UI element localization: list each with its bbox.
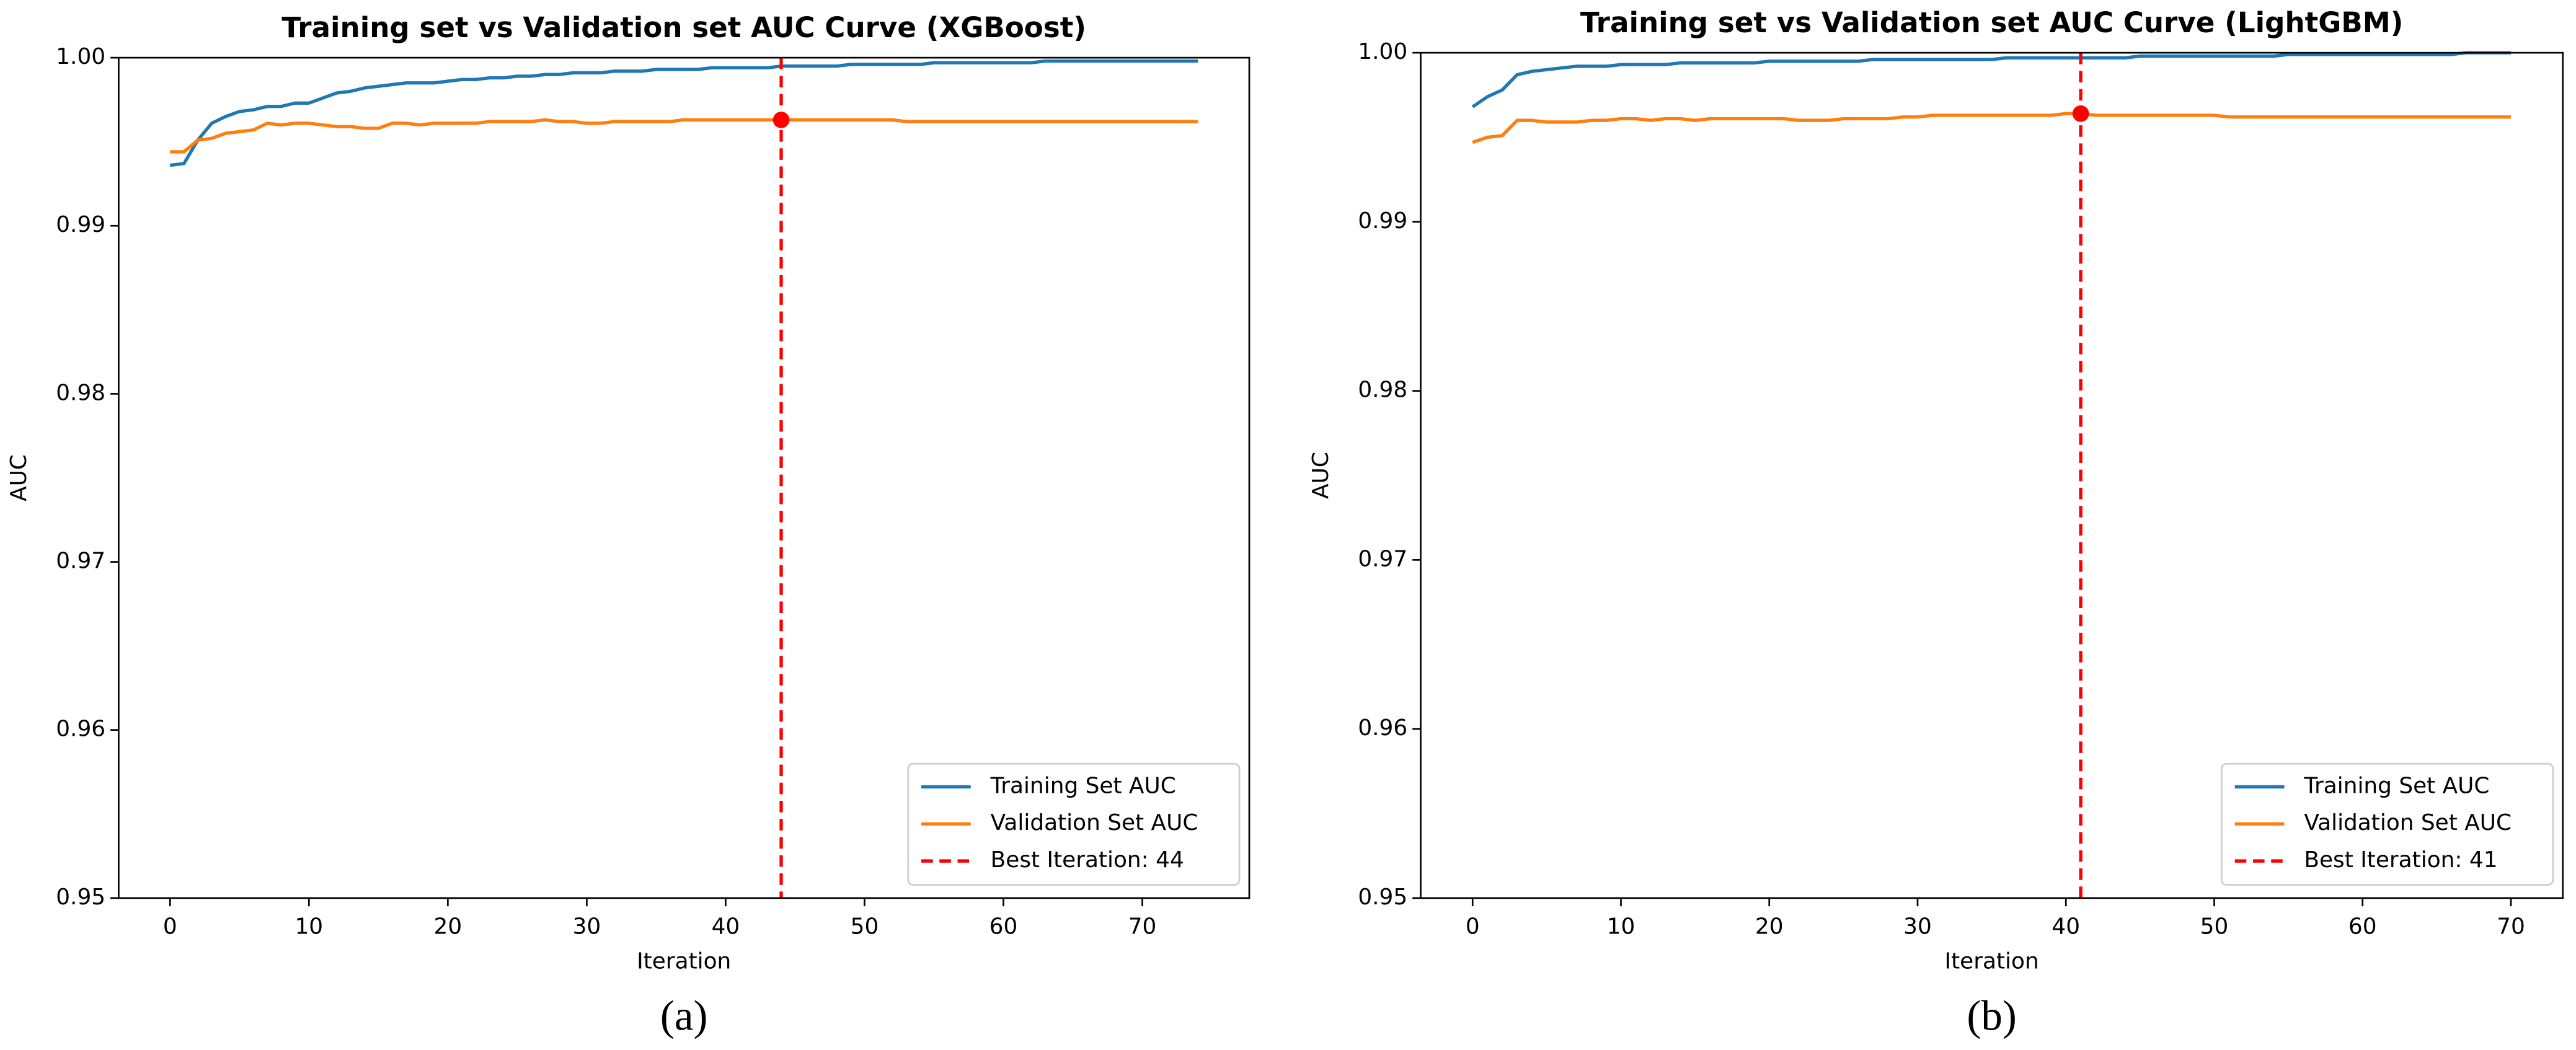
y-tick-label: 1.00 <box>1358 39 1407 64</box>
legend-box <box>907 762 1241 886</box>
data-line <box>1471 51 2511 108</box>
legend-label: Validation Set AUC <box>991 810 1198 836</box>
chart-panel: Training set vs Validation set AUC Curve… <box>1308 6 2564 1039</box>
data-line <box>1472 112 2511 144</box>
x-tick-label: 10 <box>294 914 323 940</box>
x-tick-label: 30 <box>573 914 601 940</box>
x-tick-label: 30 <box>1903 914 1932 940</box>
y-tick-label: 0.95 <box>1358 885 1407 910</box>
y-tick-label: 0.96 <box>1358 715 1407 741</box>
y-tick-label: 1.00 <box>56 44 105 69</box>
legend-label: Best Iteration: 41 <box>2304 847 2497 873</box>
x-tick-label: 50 <box>851 914 879 940</box>
x-tick-label: 10 <box>1607 914 1635 940</box>
best-iteration-marker <box>2072 105 2089 122</box>
chart-title: Training set vs Validation set AUC Curve… <box>281 11 1086 44</box>
x-tick-label: 60 <box>2348 914 2377 940</box>
x-tick-label: 20 <box>434 914 463 940</box>
x-tick-label: 0 <box>163 914 177 940</box>
y-tick-label: 0.98 <box>1358 377 1407 403</box>
x-axis-label: Iteration <box>637 949 731 974</box>
x-tick-label: 0 <box>1466 914 1480 940</box>
panel-caption: (a) <box>660 991 708 1039</box>
x-tick-label: 40 <box>712 914 740 940</box>
y-tick-label: 0.95 <box>56 885 105 910</box>
legend-label: Validation Set AUC <box>2304 810 2512 836</box>
y-tick-label: 0.97 <box>1358 546 1407 571</box>
legend-label: Best Iteration: 44 <box>991 847 1184 873</box>
x-tick-label: 70 <box>1128 914 1157 940</box>
y-axis-label: AUC <box>6 454 32 501</box>
x-tick-label: 70 <box>2497 914 2525 940</box>
y-tick-label: 0.97 <box>56 549 105 574</box>
chart-title: Training set vs Validation set AUC Curve… <box>1580 6 2404 39</box>
chart-panel: Training set vs Validation set AUC Curve… <box>6 11 1250 1039</box>
legend-label: Training Set AUC <box>2303 773 2489 798</box>
data-line <box>169 59 1198 167</box>
y-tick-label: 0.99 <box>1358 208 1407 234</box>
y-axis-label: AUC <box>1308 452 1334 499</box>
y-tick-label: 0.98 <box>56 380 105 405</box>
x-tick-label: 20 <box>1755 914 1784 940</box>
x-tick-label: 60 <box>989 914 1018 940</box>
x-tick-label: 40 <box>2052 914 2080 940</box>
data-line <box>170 118 1198 154</box>
plot-frame <box>1420 51 2564 899</box>
best-iteration-marker <box>772 112 790 128</box>
plot-frame <box>118 56 1250 899</box>
legend-label: Training Set AUC <box>990 773 1176 798</box>
panel-caption: (b) <box>1967 991 2017 1039</box>
x-tick-label: 50 <box>2200 914 2229 940</box>
x-axis-label: Iteration <box>1945 949 2039 974</box>
y-tick-label: 0.99 <box>56 212 105 237</box>
legend-box <box>2221 762 2554 886</box>
y-tick-label: 0.96 <box>56 717 105 742</box>
